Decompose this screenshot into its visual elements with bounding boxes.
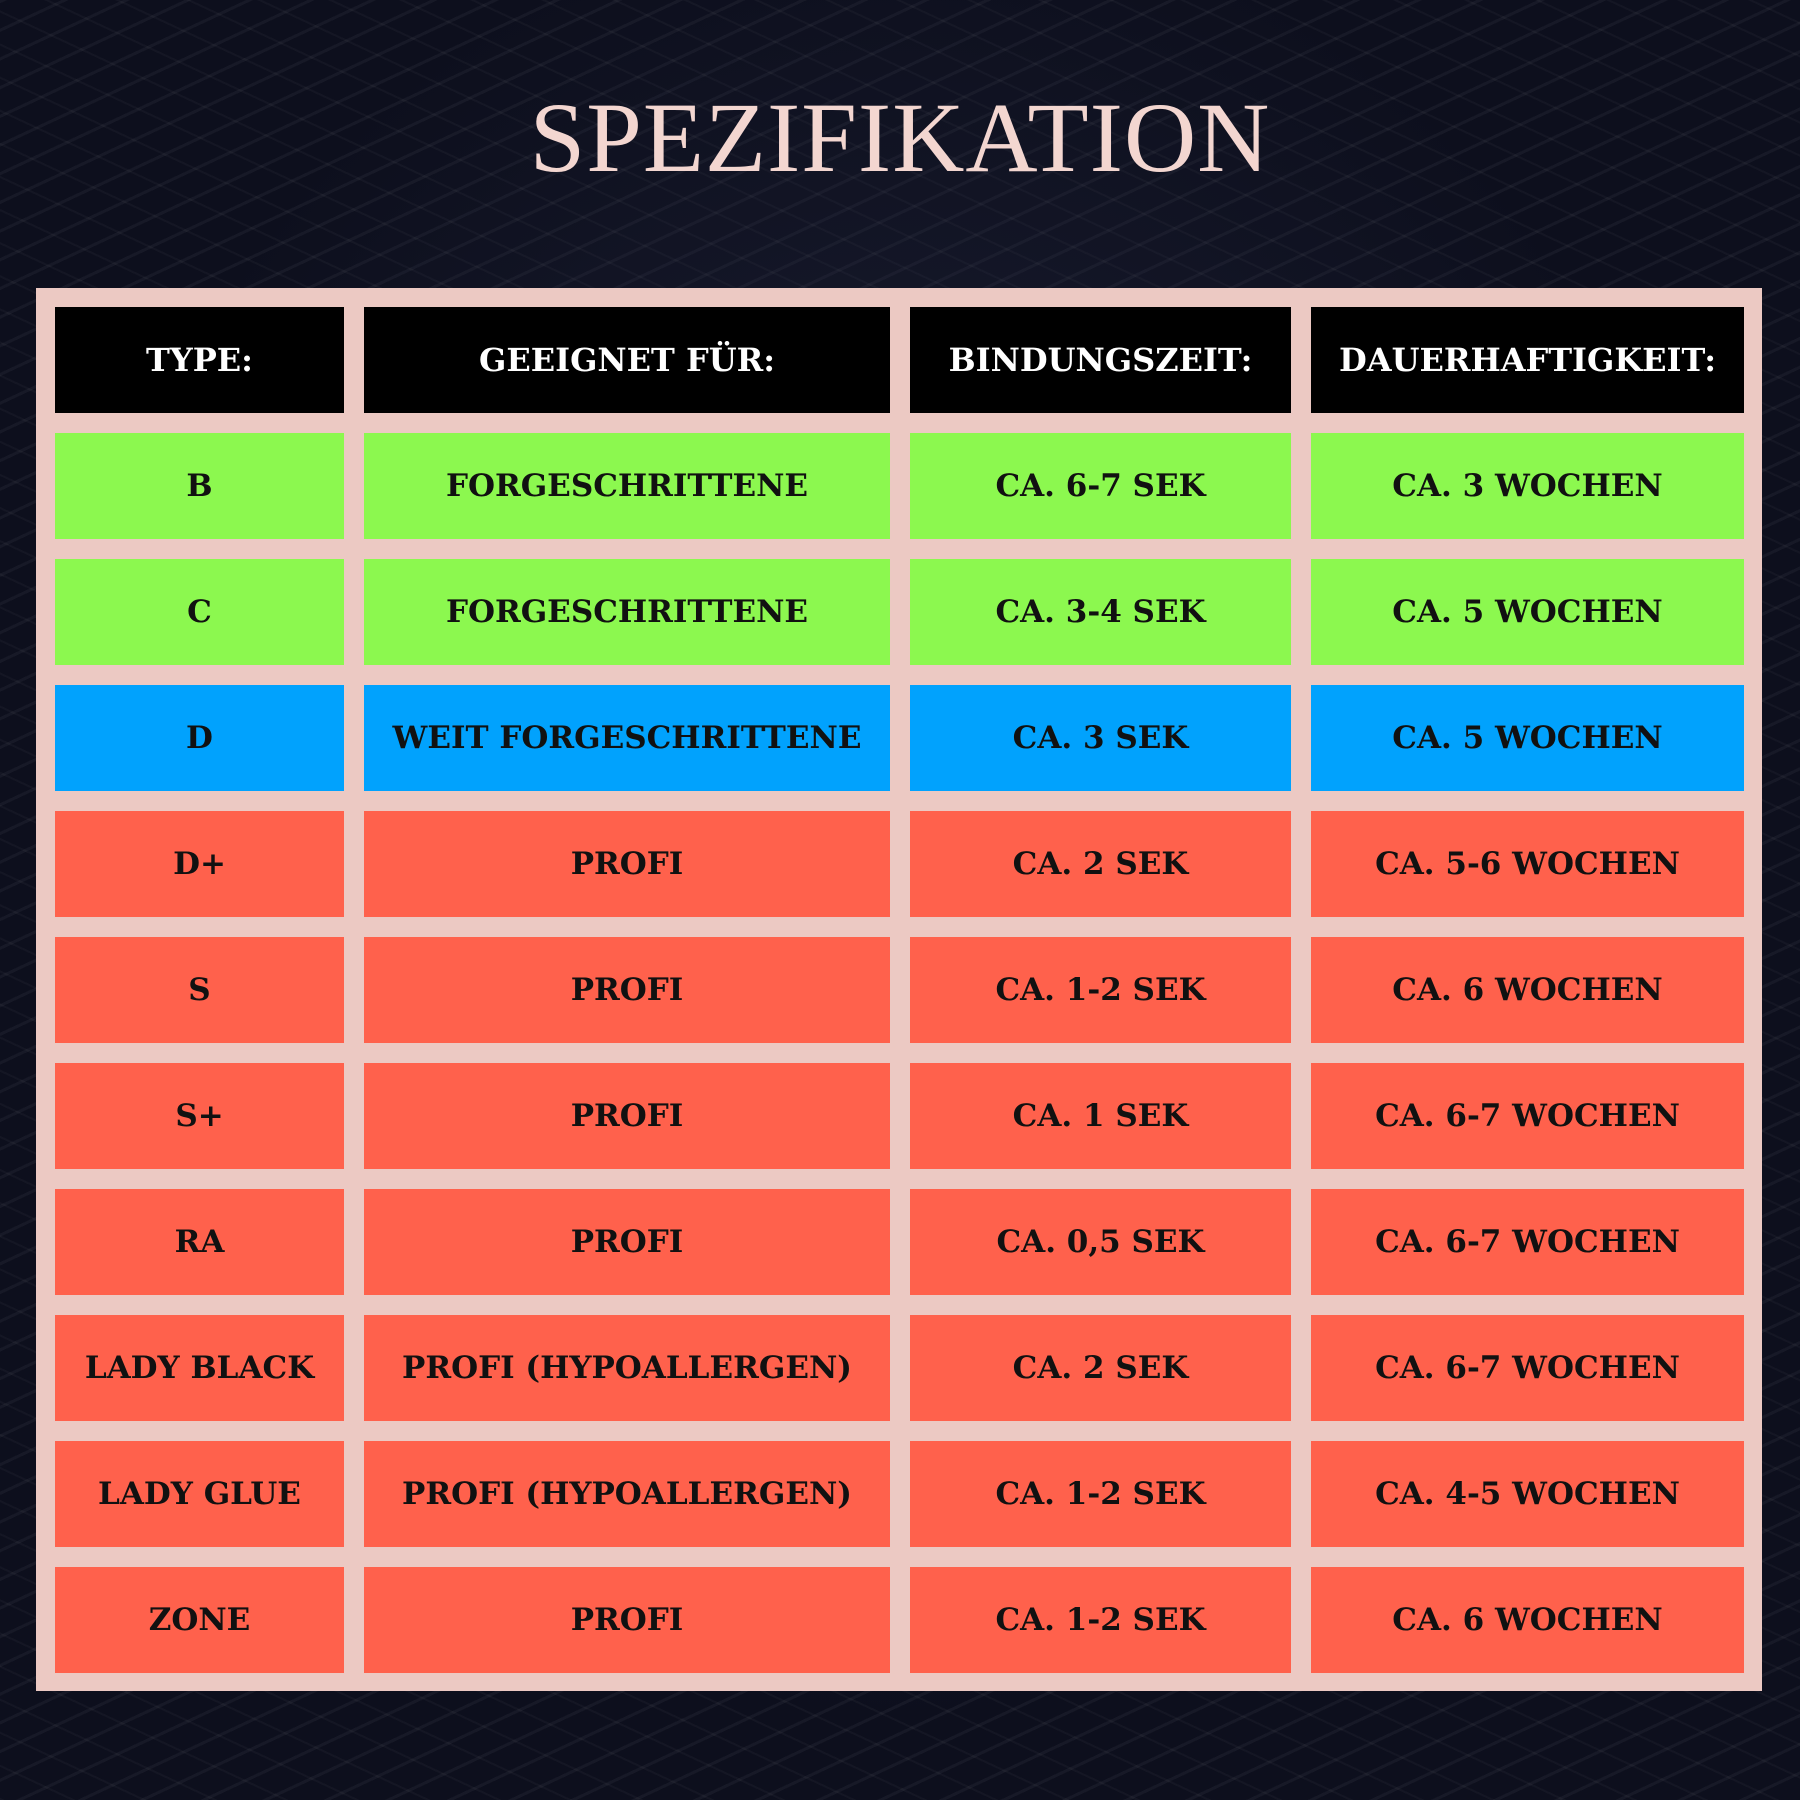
durability-cell: CA. 5 WOCHEN: [1311, 685, 1744, 791]
bonding-time-cell: CA. 1-2 SEK: [910, 1567, 1291, 1673]
suitable-for-cell: PROFI: [364, 1063, 890, 1169]
suitable-for-cell: PROFI: [364, 1567, 890, 1673]
durability-cell: CA. 6-7 WOCHEN: [1311, 1315, 1744, 1421]
suitable-for-cell: PROFI (HYPOALLERGEN): [364, 1315, 890, 1421]
bonding-time-cell: CA. 6-7 SEK: [910, 433, 1291, 539]
type-cell: C: [55, 559, 344, 665]
type-cell: S+: [55, 1063, 344, 1169]
header-durability: DAUERHAFTIGKEIT:: [1311, 307, 1744, 413]
suitable-for-cell: FORGESCHRITTENE: [364, 433, 890, 539]
suitable-for-cell: PROFI (HYPOALLERGEN): [364, 1441, 890, 1547]
durability-cell: CA. 6-7 WOCHEN: [1311, 1189, 1744, 1295]
bonding-time-cell: CA. 0,5 SEK: [910, 1189, 1291, 1295]
durability-cell: CA. 5-6 WOCHEN: [1311, 811, 1744, 917]
type-cell: LADY BLACK: [55, 1315, 344, 1421]
type-cell: D+: [55, 811, 344, 917]
bonding-time-cell: CA. 1 SEK: [910, 1063, 1291, 1169]
suitable-for-cell: WEIT FORGESCHRITTENE: [364, 685, 890, 791]
type-cell: ZONE: [55, 1567, 344, 1673]
header-bonding-time: BINDUNGSZEIT:: [910, 307, 1291, 413]
spec-table: TYPE: GEEIGNET FÜR: BINDUNGSZEIT: DAUERH…: [55, 307, 1744, 1673]
header-type: TYPE:: [55, 307, 344, 413]
durability-cell: CA. 5 WOCHEN: [1311, 559, 1744, 665]
durability-cell: CA. 6 WOCHEN: [1311, 937, 1744, 1043]
type-cell: S: [55, 937, 344, 1043]
bonding-time-cell: CA. 2 SEK: [910, 1315, 1291, 1421]
header-suitable-for: GEEIGNET FÜR:: [364, 307, 890, 413]
durability-cell: CA. 4-5 WOCHEN: [1311, 1441, 1744, 1547]
bonding-time-cell: CA. 3 SEK: [910, 685, 1291, 791]
type-cell: LADY GLUE: [55, 1441, 344, 1547]
suitable-for-cell: PROFI: [364, 1189, 890, 1295]
suitable-for-cell: PROFI: [364, 811, 890, 917]
type-cell: RA: [55, 1189, 344, 1295]
bonding-time-cell: CA. 1-2 SEK: [910, 937, 1291, 1043]
type-cell: D: [55, 685, 344, 791]
type-cell: B: [55, 433, 344, 539]
spec-table-frame: TYPE: GEEIGNET FÜR: BINDUNGSZEIT: DAUERH…: [36, 288, 1762, 1691]
suitable-for-cell: PROFI: [364, 937, 890, 1043]
durability-cell: CA. 6-7 WOCHEN: [1311, 1063, 1744, 1169]
bonding-time-cell: CA. 1-2 SEK: [910, 1441, 1291, 1547]
suitable-for-cell: FORGESCHRITTENE: [364, 559, 890, 665]
durability-cell: CA. 3 WOCHEN: [1311, 433, 1744, 539]
bonding-time-cell: CA. 2 SEK: [910, 811, 1291, 917]
page-title: SPEZIFIKATION: [529, 82, 1271, 193]
bonding-time-cell: CA. 3-4 SEK: [910, 559, 1291, 665]
durability-cell: CA. 6 WOCHEN: [1311, 1567, 1744, 1673]
